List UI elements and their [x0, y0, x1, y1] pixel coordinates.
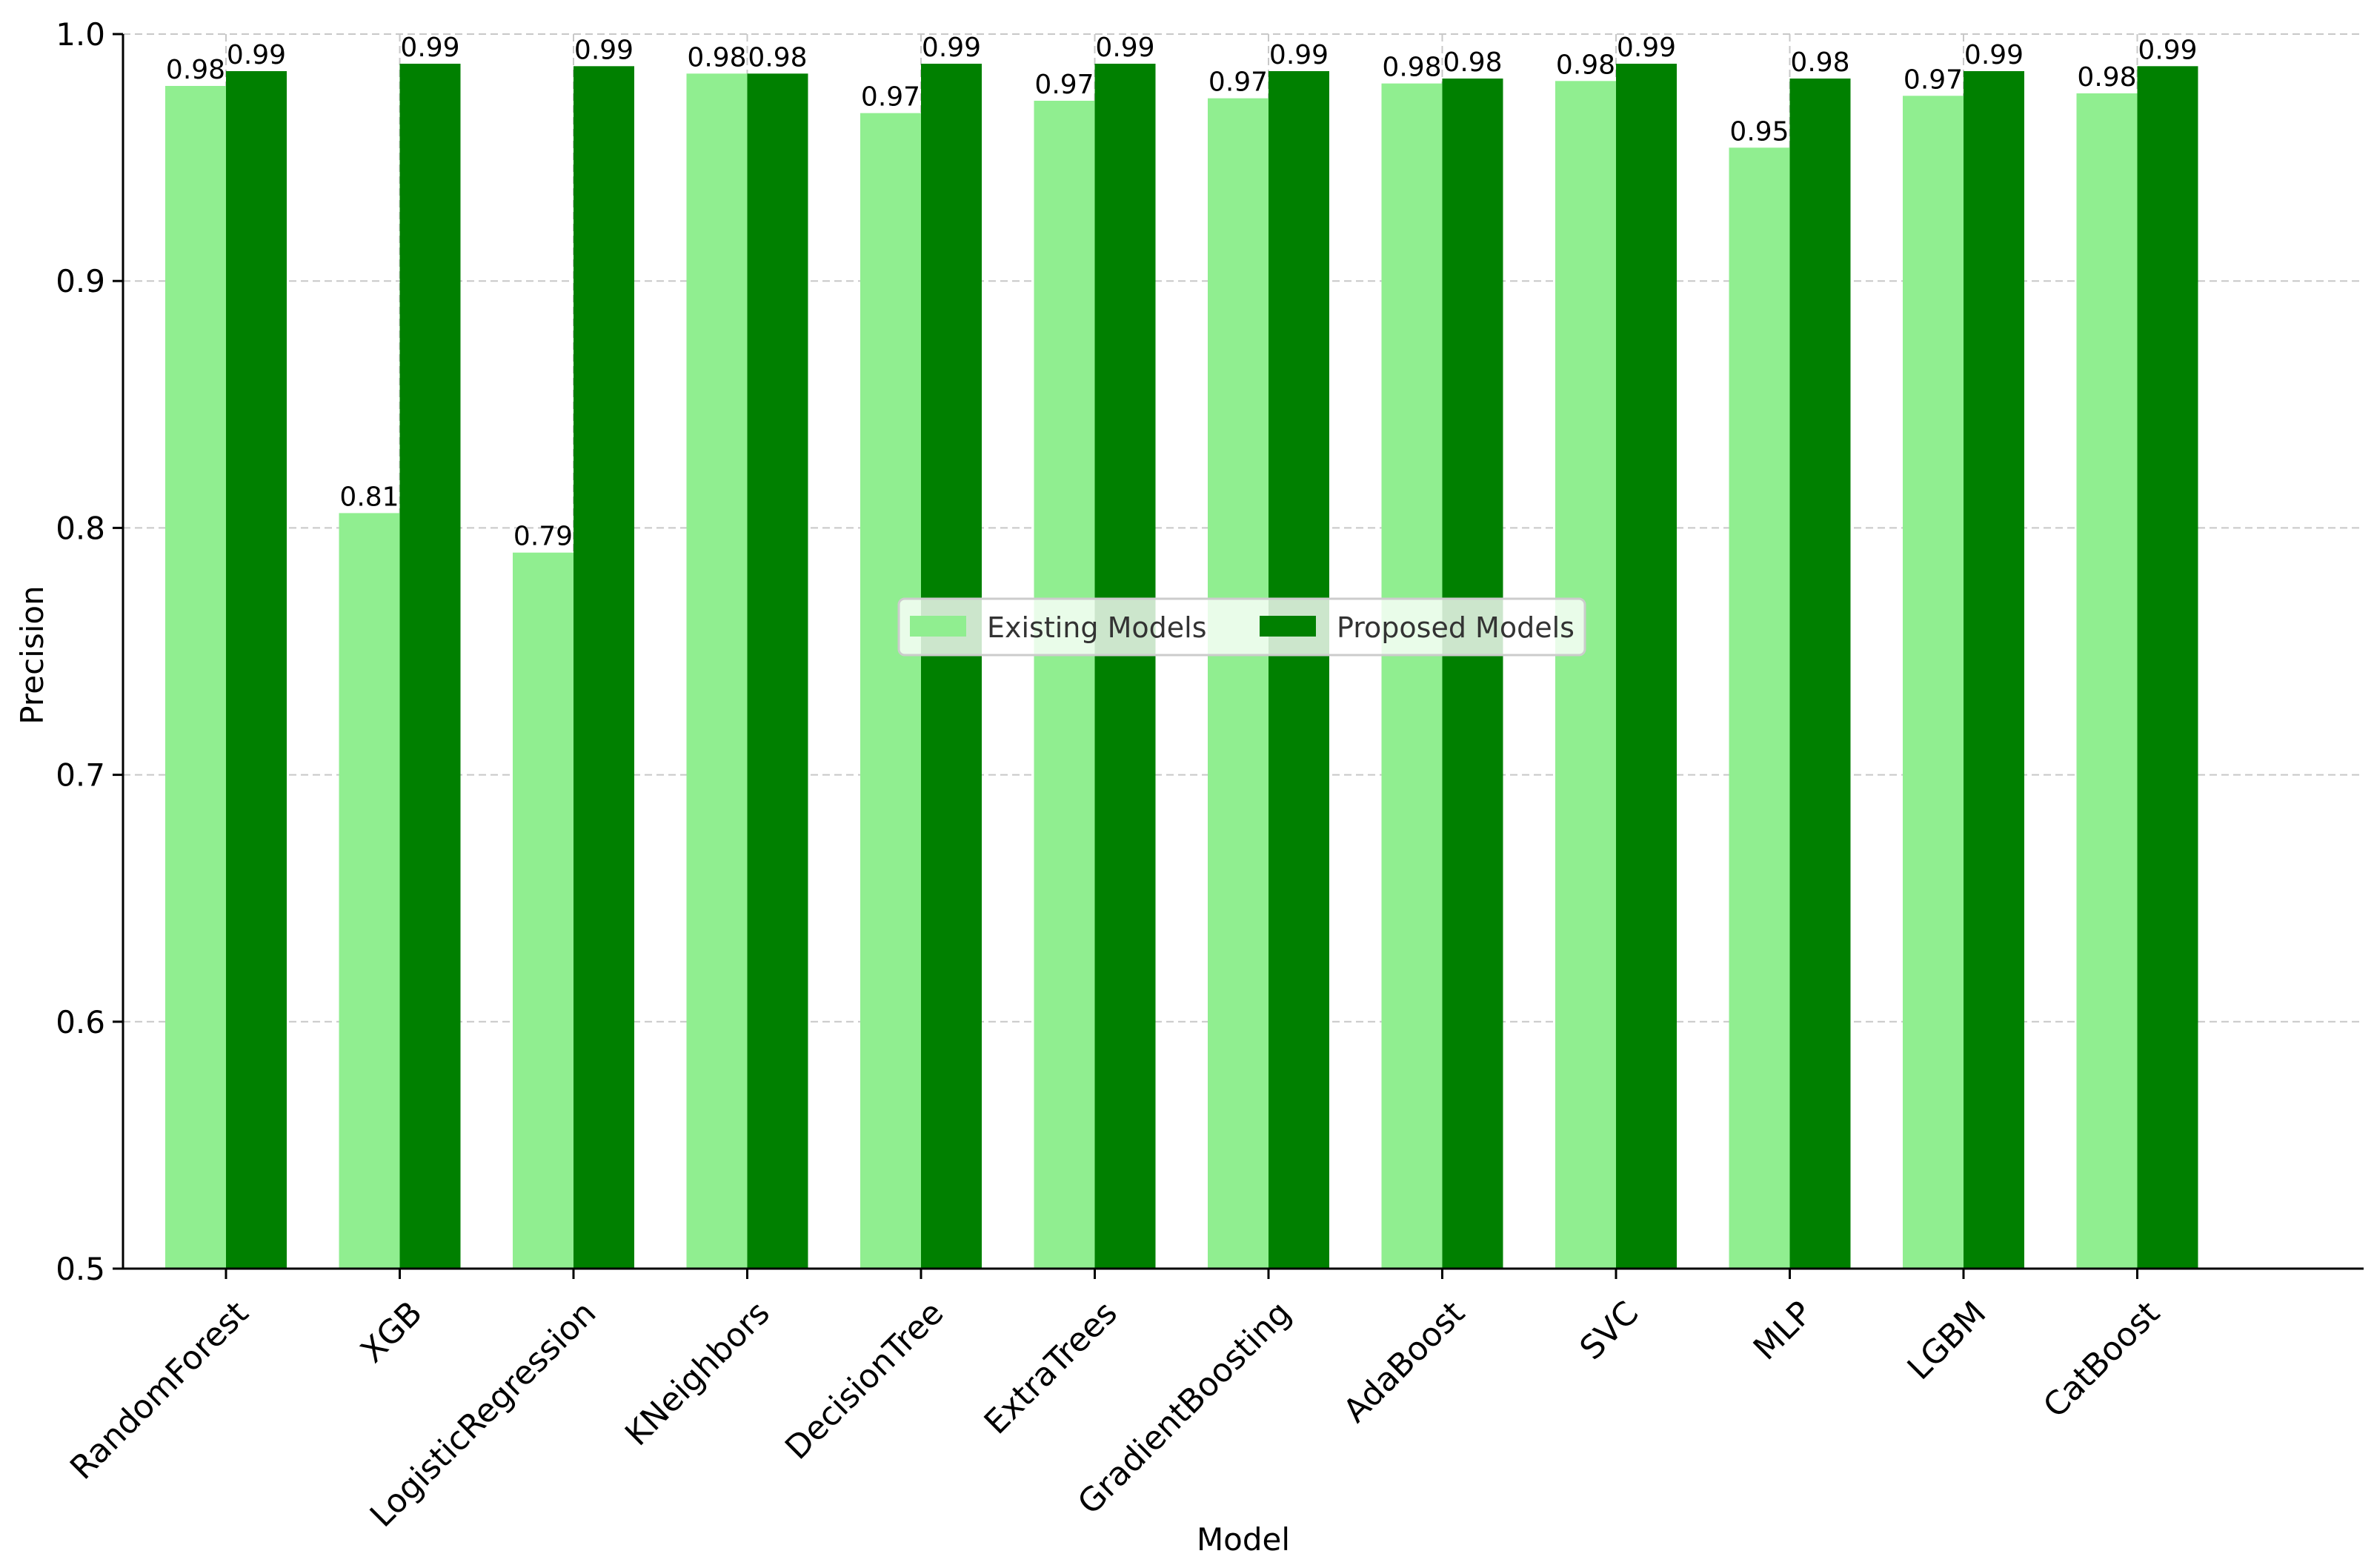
x-tick-label: RandomForest [63, 1294, 256, 1486]
bar-proposed [747, 73, 808, 1269]
bar-existing [1034, 100, 1095, 1269]
bar-existing [1555, 81, 1616, 1269]
bar-value-label: 0.99 [1095, 33, 1154, 63]
bar-value-label: 0.98 [1443, 47, 1502, 78]
bar-value-label: 0.97 [861, 82, 920, 113]
bar-existing [513, 552, 573, 1269]
y-tick-label: 0.9 [56, 263, 105, 299]
bar-value-label: 0.98 [748, 42, 807, 73]
bar-value-label: 0.98 [1790, 47, 1849, 78]
bar-proposed [226, 70, 287, 1269]
x-tick-label: MLP [1746, 1294, 1820, 1367]
bar-value-label: 0.99 [922, 33, 981, 63]
bar-existing [1729, 147, 1790, 1269]
bar-value-labels: 0.98 0.990.810.990.790.99 0.98 0.980.970.99… [166, 33, 2198, 552]
bar-existing [165, 85, 226, 1269]
bar-value-label: 0.99 [1269, 40, 1329, 70]
bar-existing [339, 513, 400, 1269]
y-tick-labels: 0.5 0.6 0.7 0.8 0.9 1.0 [56, 16, 105, 1287]
bar-proposed [1616, 63, 1677, 1269]
bar-value-label: 0.97 [1034, 70, 1094, 100]
bar-value-label: 0.98 [687, 42, 746, 73]
bar-proposed [1269, 70, 1329, 1269]
bar-proposed [1094, 63, 1156, 1269]
bar-proposed [1442, 78, 1503, 1269]
bar-value-label: 0.99 [400, 33, 459, 63]
bar-value-label: 0.79 [513, 522, 573, 552]
bar-value-label: 0.98 [1382, 53, 1441, 83]
bars [165, 63, 2198, 1269]
legend-label-existing: Existing Models [987, 611, 1207, 644]
y-axis-title: Precision [14, 585, 50, 724]
y-tick-label: 0.6 [56, 1004, 105, 1040]
x-tick-label: DecisionTree [778, 1294, 951, 1466]
bar-existing [1381, 83, 1443, 1269]
bar-existing [1208, 98, 1269, 1269]
y-tick-label: 0.5 [56, 1251, 105, 1287]
bar-value-label: 0.98 [1556, 50, 1615, 80]
y-tick-label: 1.0 [56, 16, 105, 53]
bar-proposed [1964, 70, 2024, 1269]
bar-proposed [573, 66, 634, 1269]
x-tick-label: LGBM [1901, 1294, 1994, 1387]
bar-value-label: 0.99 [1964, 40, 2024, 70]
bar-proposed [1789, 78, 1851, 1269]
legend-label-proposed: Proposed Models [1337, 611, 1575, 644]
bar-value-label: 0.98 [166, 55, 225, 85]
axes [113, 33, 2364, 1279]
legend-swatch-proposed [1260, 616, 1316, 637]
bar-proposed [2137, 66, 2198, 1269]
bar-existing [686, 73, 748, 1269]
x-tick-label: KNeighbors [618, 1294, 777, 1453]
y-tick-label: 0.7 [56, 757, 105, 794]
bar-value-label: 0.81 [339, 482, 399, 512]
bar-value-label: 0.99 [2138, 35, 2197, 65]
x-tick-label: CatBoost [2036, 1294, 2167, 1425]
x-tick-label: ExtraTrees [977, 1294, 1125, 1441]
legend: Existing Models Proposed Models [897, 597, 1586, 657]
legend-frame [897, 597, 1586, 657]
bar-value-label: 0.95 [1729, 116, 1789, 147]
y-tick-label: 0.8 [56, 510, 105, 546]
bar-value-label: 0.97 [1903, 64, 1963, 95]
x-tick-label: AdaBoost [1336, 1294, 1472, 1429]
legend-swatch-existing [910, 616, 966, 637]
bar-value-label: 0.99 [227, 40, 286, 70]
bar-existing [1903, 96, 1964, 1269]
bar-value-label: 0.99 [574, 35, 634, 65]
bar-proposed [921, 63, 982, 1269]
bar-existing [2076, 93, 2138, 1269]
bar-existing [860, 113, 921, 1269]
x-tick-label: SVC [1573, 1294, 1646, 1367]
bar-proposed [399, 63, 461, 1269]
bar-value-label: 0.97 [1208, 67, 1268, 98]
x-tick-label: XGB [353, 1294, 430, 1370]
x-axis-title: Model [1197, 1521, 1290, 1558]
bar-value-label: 0.98 [2077, 62, 2136, 93]
bar-value-label: 0.99 [1617, 33, 1676, 63]
